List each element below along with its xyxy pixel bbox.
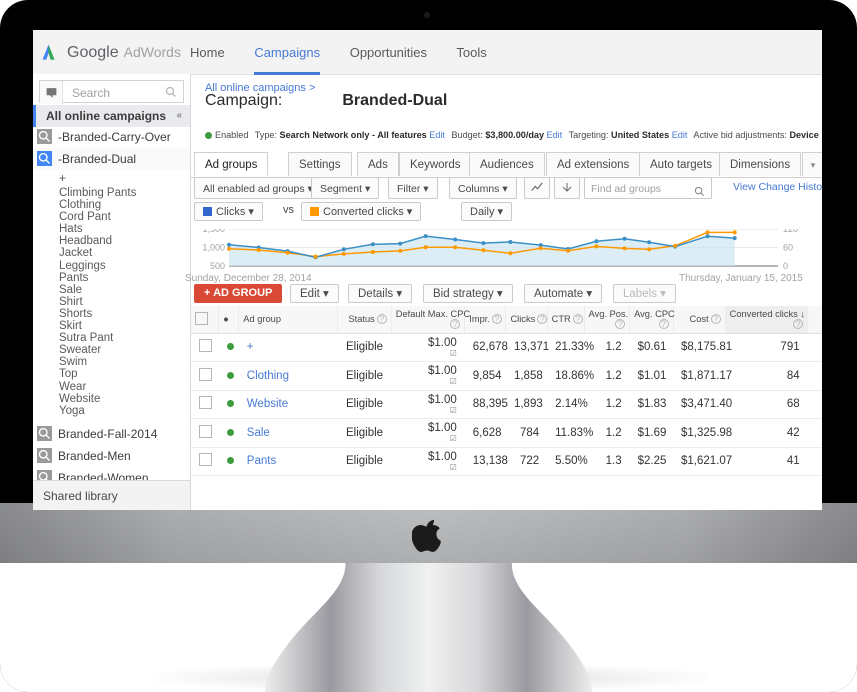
svg-text:0: 0 [783,261,788,271]
svg-text:1,500: 1,500 [202,229,225,234]
svg-text:120: 120 [783,229,798,234]
svg-text:60: 60 [783,243,793,253]
svg-text:500: 500 [210,261,225,271]
svg-text:1,000: 1,000 [202,243,225,253]
